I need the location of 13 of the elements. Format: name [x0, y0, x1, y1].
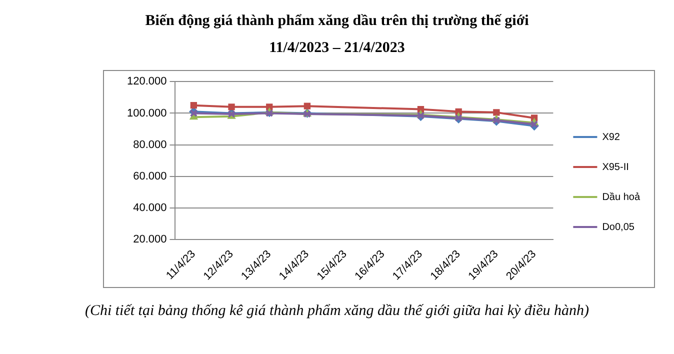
y-tick-label: 120.000 [126, 76, 167, 88]
y-tick-label: 80.000 [133, 138, 167, 151]
y-tick-label: 60.000 [133, 170, 167, 182]
chart-title: Biến động giá thành phẩm xăng dầu trên thị trường thế giới [144, 12, 530, 31]
chart-subtitle: 11/4/2023 – 21/4/2023 [268, 39, 406, 58]
legend-label: Dầu hoả [602, 192, 640, 203]
legend-label: Do0,05 [602, 222, 635, 233]
y-tick-label: 100.000 [126, 107, 167, 120]
y-tick-label: 20.000 [133, 234, 167, 246]
text: (Chi tiết tại bảng thống kê giá thành phẩm xăng dầu thế giới giữa hai kỳ điều hành) [84, 303, 590, 320]
y-tick-label: 40.000 [133, 202, 167, 214]
legend-label: X95-II [602, 162, 629, 173]
legend-label: X92 [602, 132, 620, 143]
